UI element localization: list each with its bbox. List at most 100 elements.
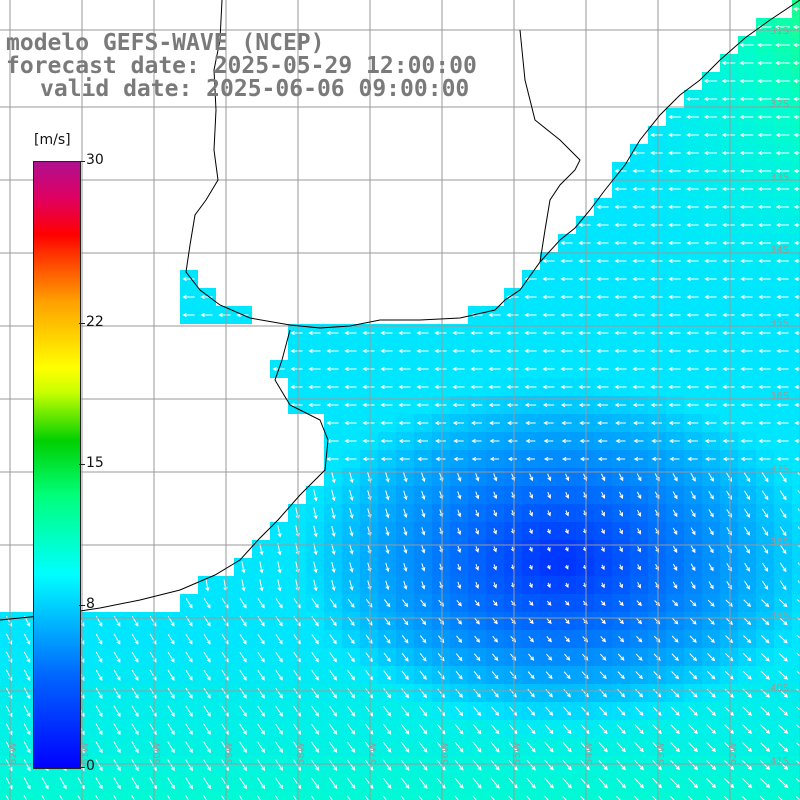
wind-arrow [277,561,282,574]
wind-arrow [403,490,408,501]
wind-arrow [758,276,771,282]
wind-arrow [362,456,375,462]
latitude-label: 39S [770,610,789,621]
wind-speed-cell [792,576,800,594]
wind-arrow [668,150,681,156]
wind-arrow [203,669,211,681]
latitude-label: 37S [770,464,789,475]
wind-speed-cell [396,792,414,800]
wind-arrow [600,546,605,553]
wind-arrow [416,438,429,444]
wind-arrow [760,635,770,644]
wind-arrow [651,438,662,444]
wind-arrow [744,508,751,518]
wind-arrow [670,778,681,789]
wind-arrow [185,651,193,663]
wind-arrow [619,582,623,589]
wind-arrow [203,651,211,663]
wind-arrow [131,759,139,772]
wind-arrow [326,456,339,462]
wind-arrow [131,669,139,681]
wind-arrow [615,420,626,426]
wind-arrow [686,150,699,156]
wind-arrow [290,402,303,408]
wind-arrow [457,527,462,536]
wind-arrow [329,687,338,699]
wind-arrow [650,330,663,336]
wind-arrow [400,777,410,789]
wind-arrow [313,579,318,592]
wind-arrow [690,509,696,518]
wind-arrow [775,60,790,66]
wind-arrow [740,276,753,282]
wind-arrow [364,777,374,789]
wind-arrow [614,258,627,264]
wind-arrow [560,240,573,246]
wind-arrow [757,132,772,138]
wind-arrow [721,96,736,102]
wind-arrow [203,687,211,699]
wind-arrow [724,760,735,771]
wind-arrow [778,742,789,752]
wind-arrow [761,580,769,590]
wind-arrow [740,402,753,408]
wind-arrow [601,528,605,535]
wind-arrow [761,599,770,608]
wind-arrow [742,652,752,662]
wind-arrow [706,760,717,771]
wind-arrow [290,330,303,336]
wind-arrow [564,565,569,570]
wind-arrow [421,581,426,590]
wind-arrow [637,564,641,571]
wind-arrow [331,471,336,484]
wind-arrow [615,456,626,462]
wind-arrow [758,438,771,444]
wind-arrow [436,723,446,735]
wind-arrow [596,312,609,318]
wind-arrow [529,491,534,499]
wind-arrow [542,276,555,282]
wind-arrow [650,384,663,390]
wind-arrow [670,796,675,800]
wind-arrow [668,294,681,300]
wind-arrow [721,168,736,174]
wind-arrow [489,456,500,462]
wind-arrow [23,651,31,663]
wind-arrow [796,598,800,603]
wind-arrow [344,330,357,336]
wind-arrow [778,778,789,789]
wind-arrow [473,653,481,662]
wind-arrow [488,312,501,318]
wind-arrow [403,526,408,536]
wind-arrow [257,795,261,800]
wind-arrow [488,348,501,354]
wind-arrow [275,634,283,645]
latitude-label: 34S [770,245,789,256]
wind-speed-cell [792,720,800,738]
wind-arrow [347,598,355,608]
wind-arrow [454,777,464,789]
wind-arrow [490,724,500,735]
wind-arrow [761,562,769,572]
wind-arrow [614,294,627,300]
wind-arrow [526,741,536,753]
wind-arrow [545,671,553,680]
wind-arrow [546,636,552,643]
longitude-label: 56W [440,742,451,765]
wind-arrow [383,670,391,681]
wind-arrow [542,366,555,372]
wind-arrow [546,618,552,625]
wind-arrow [400,705,410,717]
wind-arrow [794,402,800,408]
wind-arrow [796,742,800,747]
wind-arrow [113,741,121,754]
wind-arrow [95,705,103,718]
wind-speed-cell [792,504,800,522]
wind-arrow [671,635,679,643]
wind-arrow [793,96,800,102]
wind-arrow [402,599,409,608]
wind-arrow [257,598,265,609]
wind-arrow [686,420,699,426]
wind-arrow [344,402,357,408]
wind-arrow [490,759,500,771]
